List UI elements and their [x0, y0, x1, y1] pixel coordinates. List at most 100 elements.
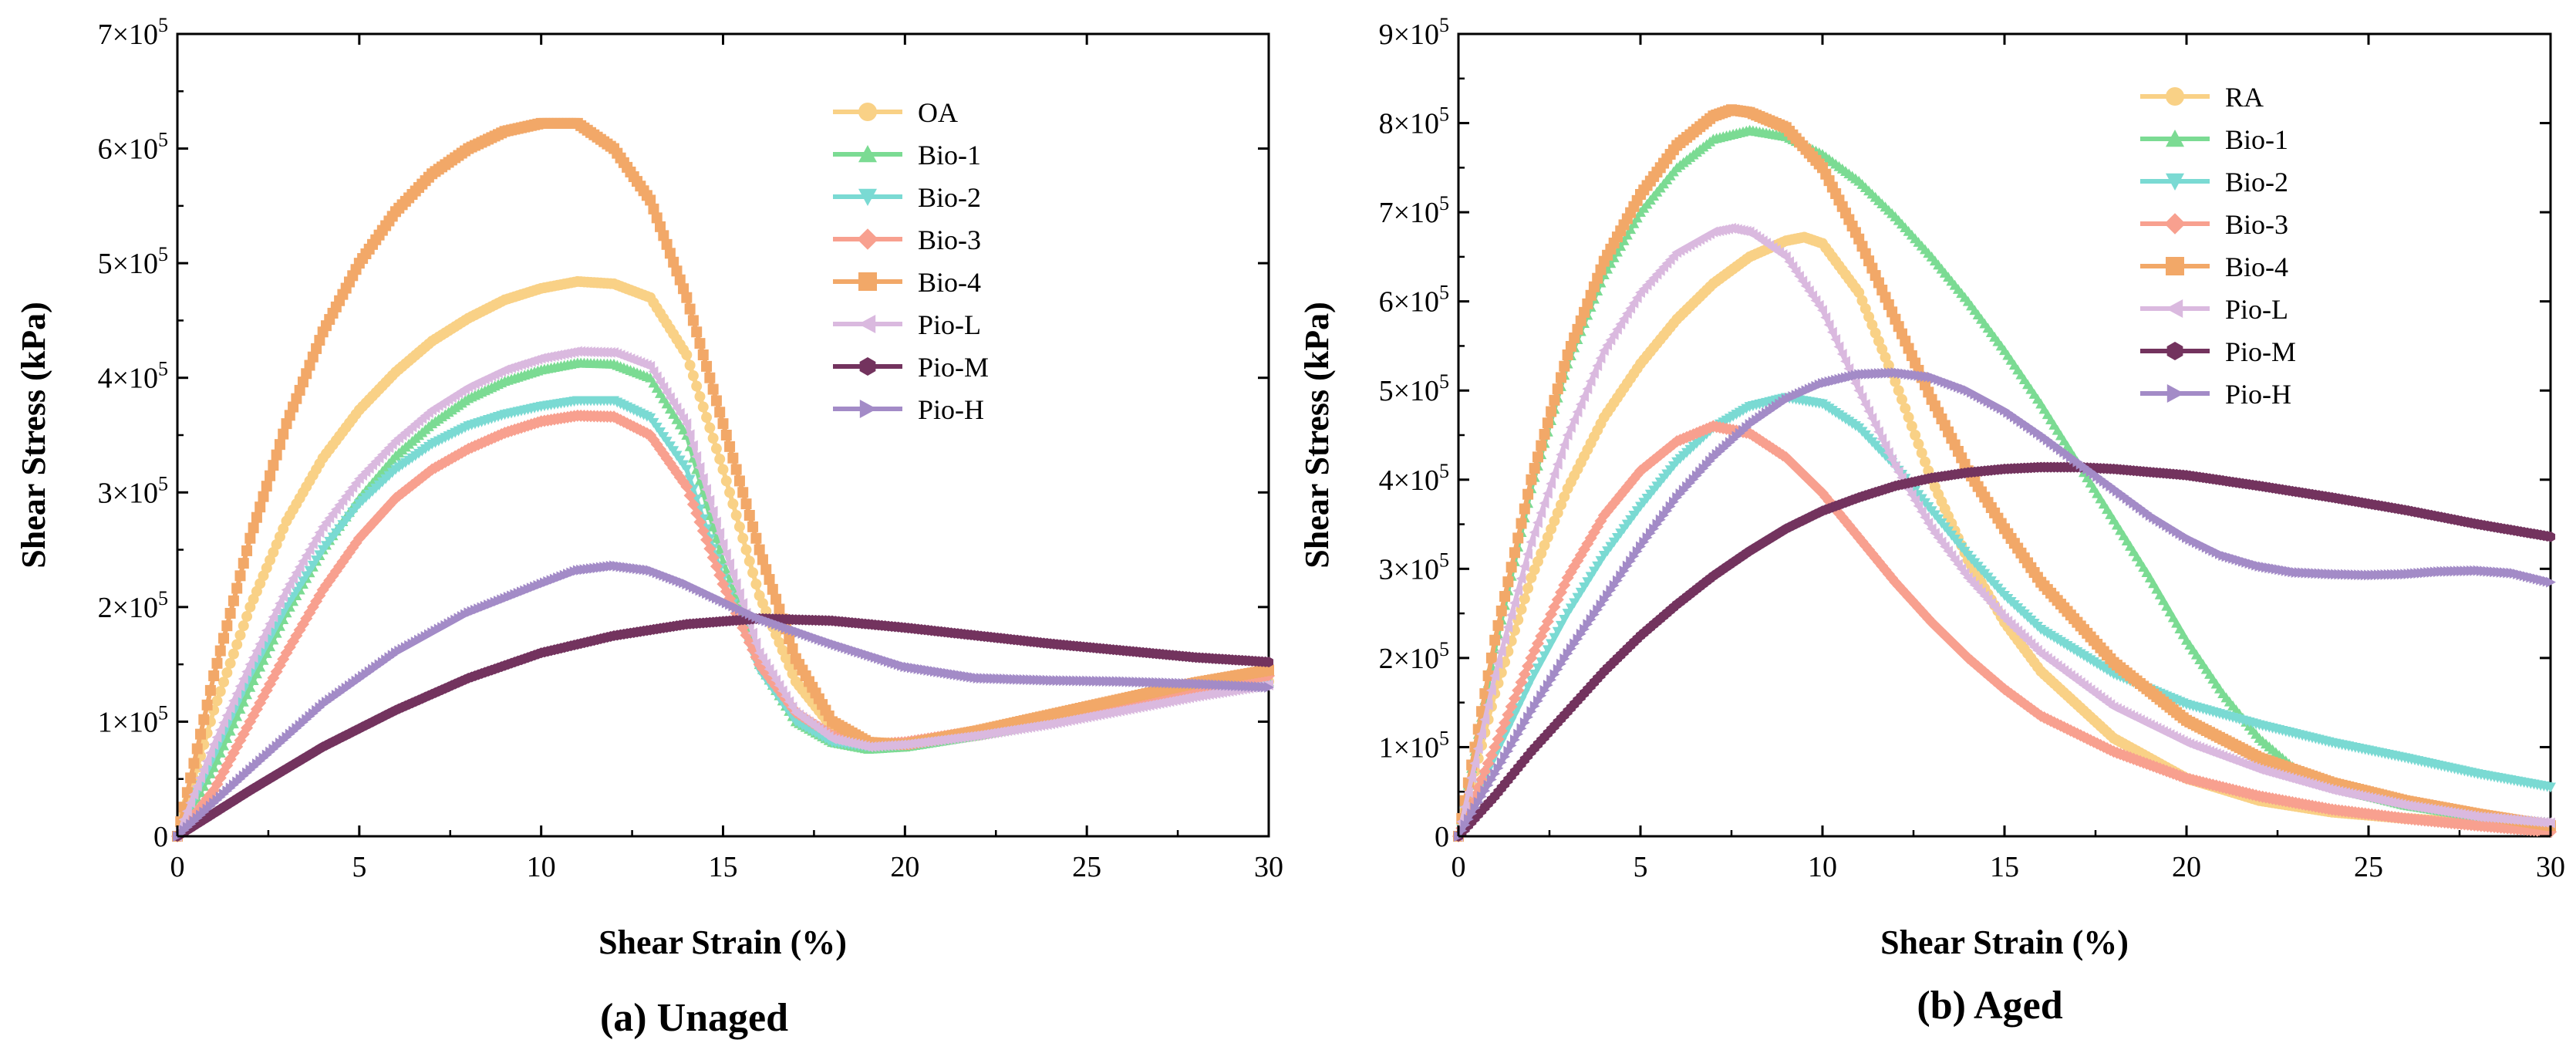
point-oa: [228, 649, 239, 660]
point-bio-4: [225, 608, 236, 619]
point-oa: [688, 370, 699, 381]
point-bio-4: [767, 584, 778, 595]
point-bio-4: [1516, 518, 1527, 529]
point-bio-4: [1499, 591, 1510, 602]
y-tick-label: 1×105: [98, 701, 168, 738]
legend-marker: [860, 400, 877, 418]
point-bio-4: [238, 558, 249, 569]
point-bio-4: [221, 620, 232, 631]
point-oa: [708, 433, 719, 444]
x-tick-label: 0: [170, 851, 185, 883]
point-bio-4: [275, 439, 285, 450]
point-bio-4: [1539, 429, 1550, 440]
point-bio-4: [185, 772, 196, 783]
point-oa: [724, 487, 735, 498]
point-bio-4: [708, 384, 719, 395]
point-bio-4: [241, 545, 252, 556]
point-oa: [211, 695, 222, 706]
y-tick-label: 0: [153, 821, 168, 853]
point-bio-4: [757, 554, 768, 565]
point-oa: [718, 464, 729, 475]
point-bio-4: [718, 418, 729, 429]
point-bio-4: [711, 395, 722, 406]
legend-label: Bio-3: [918, 224, 981, 255]
point-bio-4: [1502, 576, 1513, 587]
legend-item-bio-4: Bio-4: [833, 267, 981, 298]
point-bio-4: [1509, 547, 1520, 558]
point-bio-4: [721, 430, 732, 441]
point-bio-4: [734, 475, 745, 486]
point-oa: [711, 444, 722, 454]
point-bio-4: [691, 326, 702, 337]
legend-marker: [858, 103, 877, 121]
y-tick-label: 3×105: [98, 472, 168, 509]
point-bio-4: [698, 349, 709, 360]
point-bio-4: [724, 441, 735, 452]
point-bio-4: [774, 604, 784, 615]
point-bio-4: [704, 373, 715, 383]
y-axis-title: Shear Stress (kPa): [15, 302, 52, 569]
point-bio-4: [1532, 451, 1543, 462]
legend-label: OA: [918, 97, 958, 128]
point-oa: [744, 555, 755, 566]
point-bio-4: [244, 533, 255, 544]
point-bio-4: [188, 758, 199, 768]
legend-label: Bio-1: [918, 140, 981, 170]
point-bio-4: [231, 583, 242, 594]
point-bio-4: [198, 714, 209, 725]
point-bio-4: [1492, 620, 1503, 631]
point-oa: [685, 360, 696, 371]
legend-label: Bio-2: [918, 182, 981, 213]
point-oa: [694, 391, 705, 402]
point-bio-4: [192, 744, 203, 754]
point-bio-2: [681, 465, 692, 475]
point-bio-4: [1549, 395, 1559, 406]
point-ra: [1522, 583, 1533, 594]
point-bio-4: [747, 522, 758, 532]
legend-item-bio-1: Bio-1: [833, 140, 981, 170]
point-oa: [701, 412, 712, 423]
legend-label: Pio-L: [918, 309, 981, 340]
point-bio-4: [278, 429, 288, 440]
point-oa: [741, 545, 752, 555]
point-oa: [231, 639, 242, 650]
point-oa: [727, 498, 738, 509]
series-markers-bio-3: [1452, 420, 2557, 842]
point-bio-4: [1559, 361, 1570, 372]
point-bio-4: [1543, 417, 1553, 428]
point-bio-4: [268, 460, 278, 471]
legend-item-pio-m: Pio-M: [833, 352, 989, 383]
y-tick-label: 5×105: [98, 243, 168, 280]
point-bio-4: [1519, 504, 1530, 515]
point-oa: [734, 522, 745, 532]
point-bio-4: [218, 633, 229, 643]
point-oa: [241, 611, 252, 622]
point-bio-4: [251, 512, 262, 523]
point-oa: [218, 677, 229, 687]
point-bio-4: [1496, 606, 1507, 616]
legend-marker: [858, 315, 875, 333]
point-oa: [215, 686, 226, 697]
point-bio-4: [1522, 489, 1533, 500]
panel-caption: (a) Unaged: [600, 996, 788, 1040]
point-bio-4: [694, 338, 705, 349]
point-oa: [691, 381, 702, 392]
point-bio-4: [731, 464, 742, 475]
x-tick-label: 10: [527, 851, 556, 883]
point-bio-4: [681, 292, 692, 303]
point-bio-4: [787, 643, 798, 654]
point-bio-4: [202, 700, 213, 711]
point-bio-4: [258, 491, 268, 502]
legend-label: Bio-4: [918, 267, 981, 298]
point-oa: [238, 620, 249, 631]
legend-item-bio-2: Bio-2: [833, 182, 981, 213]
x-tick-label: 15: [709, 851, 738, 883]
plot-frame: [1458, 34, 2551, 836]
point-bio-4: [1536, 441, 1546, 451]
point-oa: [698, 402, 709, 413]
point-bio-4: [1556, 372, 1566, 383]
